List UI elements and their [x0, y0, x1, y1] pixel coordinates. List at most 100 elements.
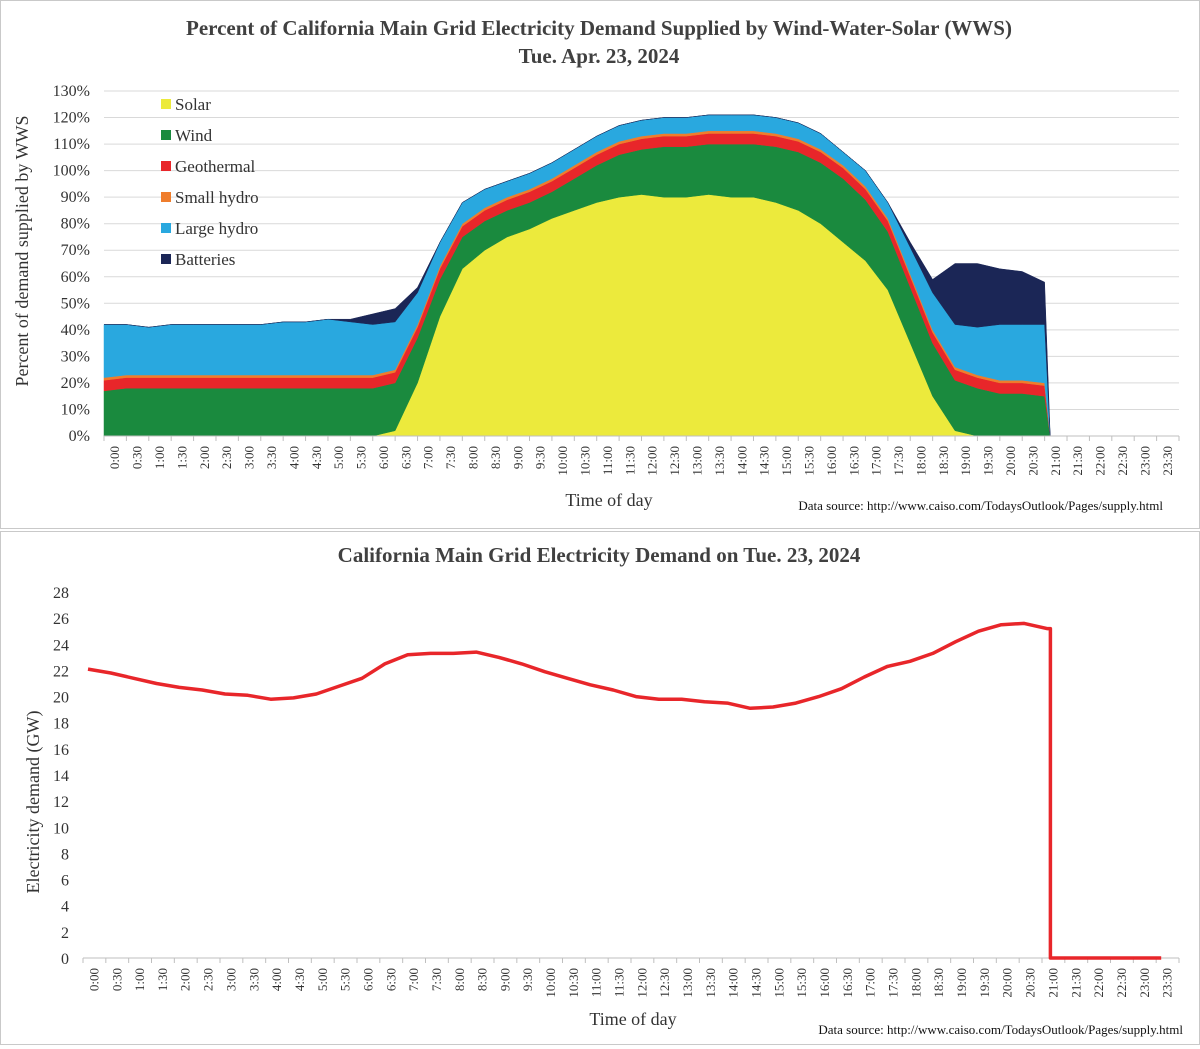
x-tick-label: 17:30	[886, 968, 901, 998]
x-tick-label: 16:00	[817, 968, 832, 998]
y-tick-label: 22	[53, 663, 69, 680]
x-tick-label: 23:00	[1137, 446, 1152, 476]
legend-swatch-batteries	[161, 254, 171, 264]
x-tick-label: 18:00	[913, 446, 928, 476]
x-tick-label: 19:30	[981, 446, 996, 476]
x-tick-label: 16:30	[840, 968, 855, 998]
x-tick-label: 14:00	[726, 968, 741, 998]
x-tick-label: 6:00	[360, 968, 375, 991]
x-tick-label: 8:30	[475, 968, 490, 991]
x-tick-label: 12:30	[657, 968, 672, 998]
x-tick-label: 8:30	[488, 446, 503, 469]
axes	[103, 435, 1180, 441]
chart-subtitle: Tue. Apr. 23, 2024	[519, 44, 680, 68]
x-tick-label: 10:30	[566, 968, 581, 998]
x-tick-label: 13:30	[712, 446, 727, 476]
data-source: Data source: http://www.caiso.com/Todays…	[818, 1022, 1183, 1037]
y-tick-label: 12	[53, 794, 69, 811]
x-tick-label: 15:00	[771, 968, 786, 998]
x-tick-label: 4:30	[292, 968, 307, 991]
x-tick-label: 7:30	[429, 968, 444, 991]
x-tick-label: 20:00	[1003, 446, 1018, 476]
x-tick-label: 10:00	[555, 446, 570, 476]
x-tick-label: 15:30	[802, 446, 817, 476]
x-tick-label: 20:30	[1023, 968, 1038, 998]
legend-label: Wind	[175, 126, 213, 145]
x-tick-label: 22:30	[1115, 446, 1130, 476]
x-tick-labels: 0:00 0:30 1:00 1:30 2:00 2:30 3:00 3:30 4:00 4:30…	[86, 968, 1174, 998]
x-tick-label: 19:00	[954, 968, 969, 998]
x-tick-label: 13:30	[703, 968, 718, 998]
x-tick-label: 22:00	[1093, 446, 1108, 476]
legend: Solar Wind Geothermal Small hydro Large hydr…	[161, 95, 259, 269]
y-tick-label: 0	[61, 951, 69, 968]
x-tick-label: 21:00	[1045, 968, 1060, 998]
y-tick-label: 28	[53, 585, 69, 602]
axes	[82, 957, 1180, 963]
x-tick-label: 7:00	[406, 968, 421, 991]
x-tick-label: 14:30	[757, 446, 772, 476]
x-tick-label: 0:00	[86, 968, 101, 991]
legend-swatch-wind	[161, 130, 171, 140]
x-tick-label: 14:30	[749, 968, 764, 998]
x-tick-label: 15:00	[779, 446, 794, 476]
demand-chart: California Main Grid Electricity Demand …	[23, 543, 1183, 1037]
legend-swatch-small-hydro	[161, 192, 171, 202]
legend-swatch-large-hydro	[161, 223, 171, 233]
y-axis-label: Electricity demand (GW)	[23, 711, 44, 894]
y-tick-label: 14	[53, 768, 69, 785]
y-tick-label: 110%	[53, 136, 90, 153]
x-tick-label: 9:30	[533, 446, 548, 469]
y-tick-label: 30%	[61, 348, 90, 365]
y-tick-label: 6	[61, 873, 69, 890]
x-tick-label: 4:30	[309, 446, 324, 469]
x-tick-label: 9:30	[520, 968, 535, 991]
y-tick-label: 10	[53, 820, 69, 837]
x-tick-label: 4:00	[269, 968, 284, 991]
stacked-areas	[103, 114, 1051, 437]
legend-label: Solar	[175, 95, 211, 114]
y-tick-label: 26	[53, 611, 69, 628]
x-tick-label: 11:30	[622, 446, 637, 475]
x-tick-label: 3:30	[246, 968, 261, 991]
x-tick-label: 7:30	[443, 446, 458, 469]
x-tick-label: 1:00	[152, 446, 167, 469]
x-tick-label: 13:00	[680, 968, 695, 998]
x-tick-label: 21:30	[1070, 446, 1085, 476]
legend-label: Large hydro	[175, 219, 258, 238]
wws-chart-panel: Percent of California Main Grid Electric…	[0, 0, 1200, 529]
x-tick-label: 21:00	[1048, 446, 1063, 476]
x-tick-label: 16:00	[824, 446, 839, 476]
x-tick-label: 1:00	[132, 968, 147, 991]
x-tick-label: 6:30	[398, 446, 413, 469]
x-tick-label: 12:30	[667, 446, 682, 476]
data-source: Data source: http://www.caiso.com/Todays…	[798, 498, 1163, 513]
x-tick-label: 19:00	[958, 446, 973, 476]
x-tick-label: 6:30	[383, 968, 398, 991]
x-tick-label: 11:00	[589, 968, 604, 997]
x-tick-label: 23:30	[1160, 968, 1175, 998]
x-tick-label: 1:30	[174, 446, 189, 469]
y-tick-label: 16	[53, 742, 69, 759]
x-tick-label: 23:30	[1160, 446, 1175, 476]
x-tick-label: 12:00	[645, 446, 660, 476]
y-tick-label: 10%	[61, 401, 90, 418]
x-tick-label: 5:30	[338, 968, 353, 991]
y-tick-label: 8	[61, 846, 69, 863]
x-tick-label: 10:30	[578, 446, 593, 476]
x-tick-label: 18:30	[936, 446, 951, 476]
x-tick-label: 12:00	[634, 968, 649, 998]
x-tick-label: 0:00	[107, 446, 122, 469]
legend-label: Small hydro	[175, 188, 259, 207]
y-tick-label: 120%	[53, 110, 90, 127]
y-tick-label: 0%	[69, 428, 90, 445]
chart-title: Percent of California Main Grid Electric…	[186, 16, 1012, 40]
x-tick-label: 20:00	[1000, 968, 1015, 998]
y-tick-label: 20	[53, 690, 69, 707]
x-tick-label: 16:30	[846, 446, 861, 476]
x-tick-label: 18:00	[908, 968, 923, 998]
x-tick-label: 9:00	[497, 968, 512, 991]
x-tick-label: 5:00	[331, 446, 346, 469]
y-tick-label: 80%	[61, 216, 90, 233]
